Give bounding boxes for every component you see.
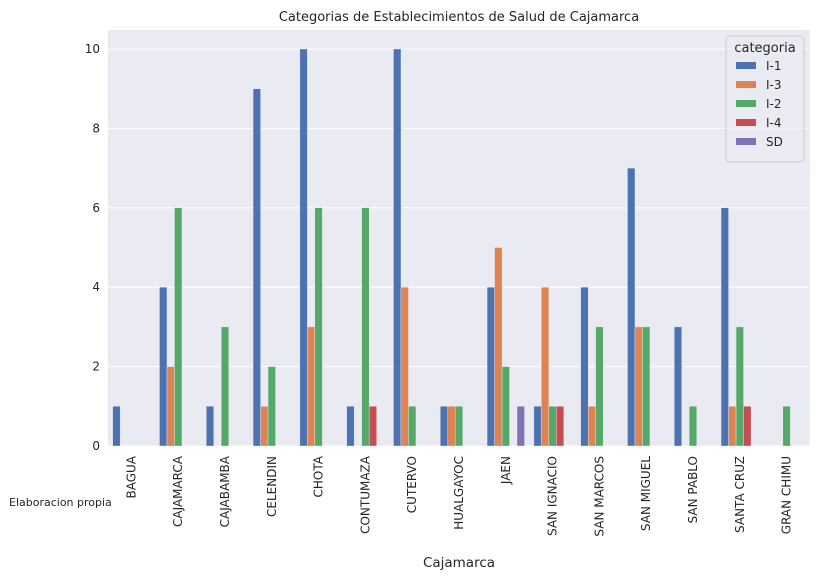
- bar-i-1-celendin: [252, 88, 261, 447]
- bar-i-3-san-ignacio: [541, 287, 550, 447]
- x-tick-label: BAGUA: [124, 455, 138, 498]
- y-tick-label: 0: [92, 439, 100, 453]
- x-tick-label: SAN IGNACIO: [546, 456, 560, 536]
- x-tick-label: CAJABAMBA: [218, 455, 232, 527]
- bar-i-2-jaen: [501, 366, 510, 447]
- bar-i-1-cajabamba: [206, 406, 214, 447]
- bar-i-4-santa-cruz: [743, 406, 752, 447]
- x-tick-label: SAN MARCOS: [592, 456, 606, 537]
- source-caption: Elaboracion propia: [9, 496, 112, 509]
- y-tick-label: 8: [92, 121, 100, 135]
- y-tick-label: 4: [92, 280, 100, 294]
- bar-i-3-san-marcos: [587, 406, 596, 447]
- x-tick-label: JAEN: [499, 456, 513, 485]
- y-axis-ticks: 0 2 4 6 8 10: [85, 42, 100, 453]
- bar-i-1-jaen: [486, 287, 495, 447]
- bar-i-2-celendin: [267, 366, 276, 447]
- bar-i-1-san-pablo: [674, 326, 682, 447]
- x-tick-label: CUTERVO: [405, 456, 419, 513]
- bar-i-2-cajabamba: [221, 326, 229, 447]
- bar-i-1-contumaza: [346, 406, 355, 447]
- bar-i-2-cajamarca: [174, 207, 183, 447]
- chart-title: Categorias de Establecimientos de Salud …: [279, 10, 639, 25]
- bar-i-2-hualgayoc: [455, 406, 463, 447]
- x-tick-label: CAJAMARCA: [171, 455, 185, 527]
- bar-i-3-hualgayoc: [447, 406, 456, 447]
- bar-i-4-san-ignacio: [556, 406, 565, 447]
- legend-swatch-i-3: [736, 81, 756, 88]
- bar-i-1-san-marcos: [580, 287, 589, 447]
- bar-i-2-san-ignacio: [548, 406, 557, 447]
- x-tick-label: SAN PABLO: [686, 456, 700, 523]
- bar-i-1-hualgayoc: [440, 406, 448, 447]
- bar-i-4-contumaza: [368, 406, 377, 447]
- bar-i-2-cutervo: [408, 406, 417, 447]
- legend-title: categoria: [734, 41, 795, 56]
- legend: categoria I-1 I-3 I-2 I-4 SD: [725, 35, 805, 163]
- bar-i-2-gran-chimu: [782, 406, 791, 447]
- bar-sd-jaen: [516, 406, 525, 447]
- y-tick-label: 2: [92, 360, 100, 374]
- bar-i-1-bagua: [112, 406, 121, 447]
- plot-background: [108, 30, 810, 446]
- legend-swatch-i-2: [736, 100, 756, 107]
- bar-i-1-chota: [299, 48, 308, 447]
- x-tick-label: CONTUMAZA: [358, 455, 372, 534]
- legend-items: I-1 I-3 I-2 I-4 SD: [736, 59, 783, 149]
- legend-label: I-2: [766, 97, 782, 111]
- bar-i-2-santa-cruz: [735, 326, 744, 447]
- x-tick-label: SAN MIGUEL: [639, 456, 653, 531]
- bar-i-1-san-ignacio: [533, 406, 542, 447]
- bar-i-3-celendin: [260, 406, 269, 447]
- x-tick-label: CHOTA: [312, 455, 326, 497]
- bar-i-3-cajamarca: [166, 366, 175, 447]
- bar-i-2-chota: [314, 207, 323, 447]
- y-tick-label: 10: [85, 42, 100, 56]
- bar-i-1-santa-cruz: [720, 207, 729, 447]
- bar-i-3-chota: [307, 326, 316, 447]
- bar-i-2-san-miguel: [642, 326, 651, 447]
- bars: [112, 48, 791, 447]
- legend-label: I-1: [766, 59, 782, 73]
- y-tick-label: 6: [92, 201, 100, 215]
- bar-i-3-jaen: [494, 247, 503, 447]
- legend-swatch-i-1: [736, 62, 756, 69]
- legend-label: I-3: [766, 78, 782, 92]
- legend-swatch-i-4: [736, 119, 756, 126]
- bar-i-1-cajamarca: [159, 287, 168, 447]
- x-axis-ticks: BAGUA CAJAMARCA CAJABAMBA CELENDIN CHOTA CONT…: [124, 455, 793, 536]
- legend-label: SD: [766, 135, 783, 149]
- bar-i-3-cutervo: [400, 287, 409, 447]
- legend-label: I-4: [766, 116, 782, 130]
- legend-swatch-sd: [736, 138, 756, 145]
- bar-i-2-san-pablo: [689, 406, 697, 447]
- bar-i-1-san-miguel: [627, 167, 636, 447]
- bar-i-3-san-miguel: [634, 326, 643, 447]
- x-tick-label: CELENDIN: [265, 456, 279, 517]
- x-tick-label: GRAN CHIMU: [780, 456, 794, 534]
- x-tick-label: HUALGAYOC: [452, 456, 466, 530]
- bar-i-3-santa-cruz: [728, 406, 737, 447]
- x-tick-label: SANTA CRUZ: [733, 456, 747, 533]
- bar-i-2-contumaza: [361, 207, 370, 447]
- bar-i-1-cutervo: [393, 48, 402, 447]
- x-axis-label: Cajamarca: [423, 555, 495, 571]
- bar-i-2-san-marcos: [595, 326, 604, 447]
